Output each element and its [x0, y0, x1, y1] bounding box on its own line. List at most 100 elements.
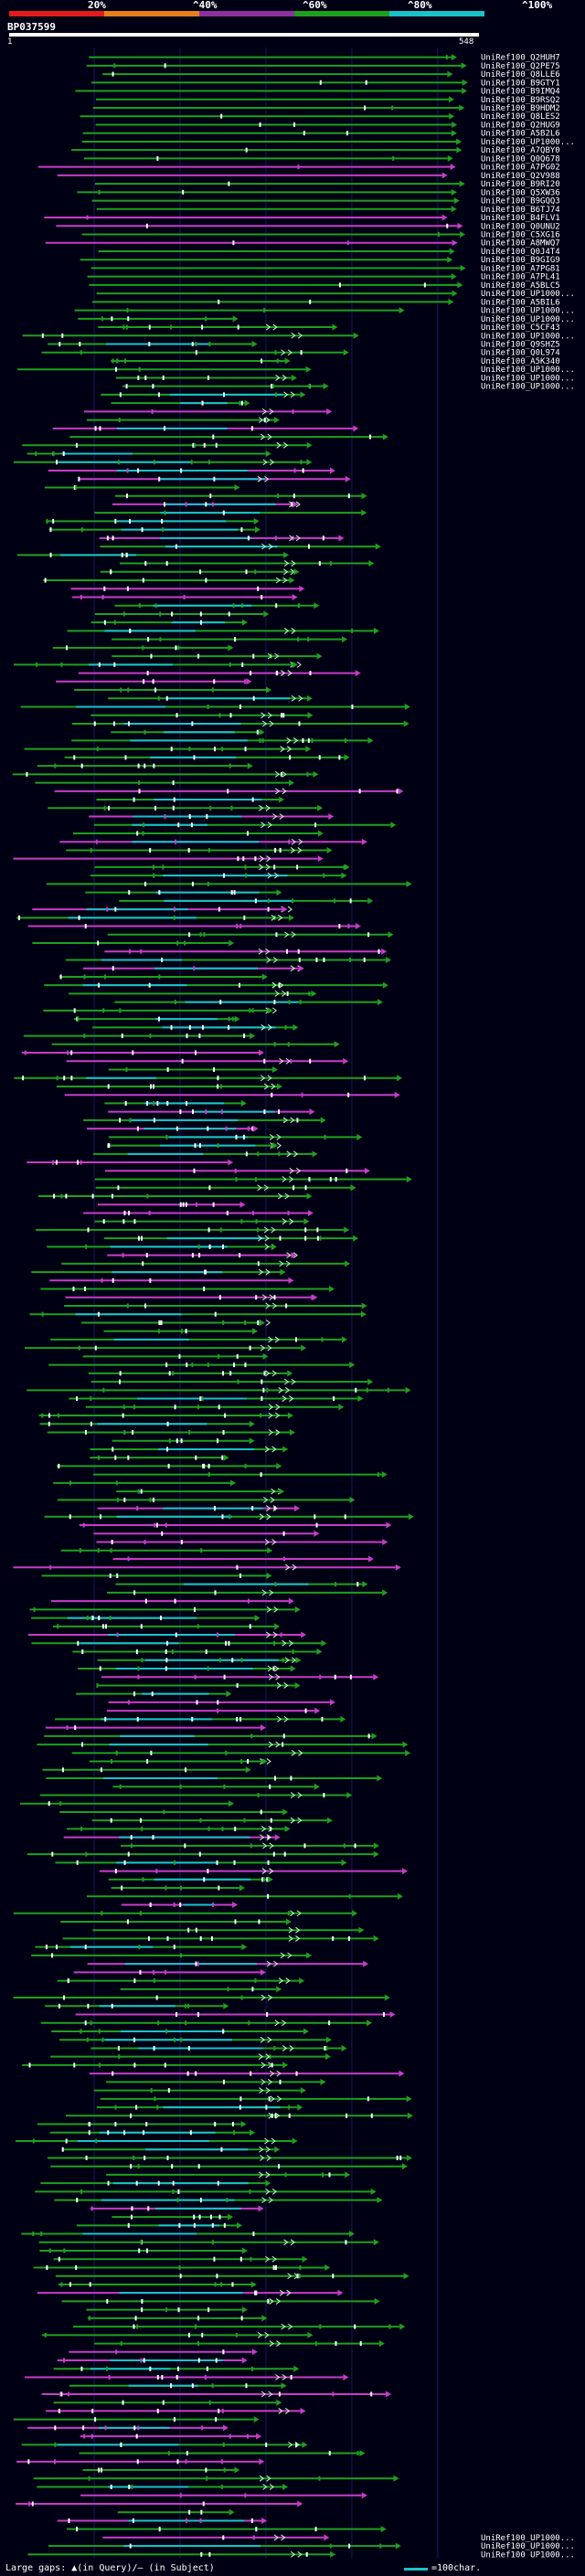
hit-row: [79, 2450, 366, 2457]
gap-marker: [52, 451, 55, 457]
gap-marker: [228, 181, 230, 186]
gap-marker: [154, 603, 157, 609]
gap-marker: [316, 1235, 319, 1241]
insertion-marker: [283, 560, 290, 567]
hit-row: [88, 1370, 293, 1377]
gap-marker: [304, 1708, 307, 1713]
gap-marker: [378, 949, 380, 954]
insertion-marker: [291, 1657, 297, 1664]
gap-marker: [343, 1843, 346, 1849]
insertion-marker: [292, 737, 299, 744]
hit-end-arrow: [349, 1362, 356, 1369]
hit-end-arrow: [353, 425, 359, 432]
hit-end-arrow: [358, 1926, 365, 1934]
gap-marker: [125, 324, 128, 330]
hit-row: [112, 1783, 320, 1790]
gap-marker: [136, 2459, 139, 2465]
hit-end-arrow: [280, 1268, 286, 1276]
hit-label: UniRef100_A7PL41: [481, 273, 560, 282]
hit-row: [90, 619, 248, 626]
gap-marker: [346, 131, 348, 136]
hit-end-arrow: [334, 1041, 340, 1048]
gap-marker: [147, 2206, 150, 2211]
hit-row: [108, 1065, 278, 1073]
hit-end-arrow: [253, 2416, 260, 2423]
gap-marker: [323, 1792, 325, 1797]
gap-marker: [170, 1024, 173, 1030]
hit-end-arrow: [276, 2399, 282, 2406]
gap-marker: [221, 1826, 224, 1831]
hit-end-arrow: [324, 2263, 331, 2271]
hit-row: [48, 467, 335, 474]
hit-end-arrow: [301, 1344, 307, 1352]
hit-row: UniRef100_Q8LES2: [80, 112, 560, 122]
hit-row: [37, 2289, 344, 2296]
hit-end-arrow: [462, 79, 468, 86]
hit-row: [94, 1218, 310, 1225]
gap-marker: [235, 1134, 238, 1140]
gap-marker: [137, 2164, 140, 2169]
gap-marker: [256, 729, 259, 735]
insertion-marker: [260, 1344, 265, 1352]
scale-label-5: ^100%: [522, 0, 553, 11]
gap-marker: [254, 898, 257, 904]
hit-end-arrow: [330, 2550, 336, 2558]
gap-marker: [276, 358, 279, 364]
hit-end-arrow: [300, 2407, 306, 2414]
gap-marker: [284, 1024, 287, 1030]
insertion-marker: [261, 822, 266, 829]
insertion-marker: [297, 2550, 303, 2558]
hit-row: UniRef100_UP1000...: [78, 315, 575, 324]
hit-end-arrow: [447, 154, 453, 162]
hit-row: [89, 813, 335, 821]
hit-row: [58, 2281, 257, 2288]
hit-row: UniRef100_B9HDM2: [92, 104, 560, 113]
hit-end-arrow: [447, 70, 453, 78]
gap-marker: [148, 324, 151, 330]
hit-end-arrow: [397, 1075, 403, 1082]
gap-marker: [193, 2222, 196, 2228]
hit-end-arrow: [308, 1209, 314, 1216]
insertion-marker: [275, 1429, 281, 1436]
gap-marker: [165, 1649, 167, 1655]
gap-marker: [149, 1902, 152, 1907]
hit-label: UniRef100_Q8LLE6: [481, 70, 560, 80]
hit-end-arrow: [406, 880, 412, 887]
hit-row: UniRef100_A7QBY0: [71, 146, 560, 155]
insertion-marker: [259, 2475, 264, 2482]
gap-marker: [217, 1438, 219, 1444]
scale-bar-100-chars: [404, 2568, 428, 2571]
gap-marker: [137, 375, 140, 380]
gap-marker: [274, 1582, 277, 1587]
hit-row: [33, 2263, 331, 2271]
gap-marker: [154, 687, 156, 693]
insertion-marker: [282, 1639, 287, 1647]
gap-marker: [307, 637, 310, 642]
hit-row: UniRef100_A5B2L6: [82, 130, 560, 139]
hit-row: [25, 1344, 307, 1352]
gap-marker: [108, 805, 111, 811]
gap-marker: [208, 2551, 211, 2557]
gap-marker: [143, 2130, 145, 2136]
hit-row: [33, 2475, 399, 2482]
gap-marker: [164, 1969, 166, 1975]
hit-row: [31, 1639, 327, 1647]
gap-marker: [201, 400, 204, 406]
gap-marker: [95, 2138, 98, 2144]
gap-marker: [144, 1598, 147, 1604]
gap-marker: [62, 2358, 65, 2363]
insertion-marker: [264, 2331, 270, 2338]
gap-marker: [308, 991, 311, 996]
hit-row: [46, 2407, 306, 2414]
hit-end-arrow: [303, 2028, 309, 2035]
insertion-marker: [259, 2087, 264, 2094]
gap-marker: [140, 1235, 143, 1241]
gap-marker: [226, 1210, 229, 1215]
gap-marker: [319, 1235, 322, 1241]
hit-label: UniRef100_A7PG02: [481, 164, 560, 173]
gap-marker: [161, 1531, 164, 1536]
gap-marker: [129, 2543, 132, 2549]
gap-marker: [48, 1421, 50, 1426]
gap-marker: [235, 2332, 238, 2337]
hit-row: [100, 2095, 412, 2103]
